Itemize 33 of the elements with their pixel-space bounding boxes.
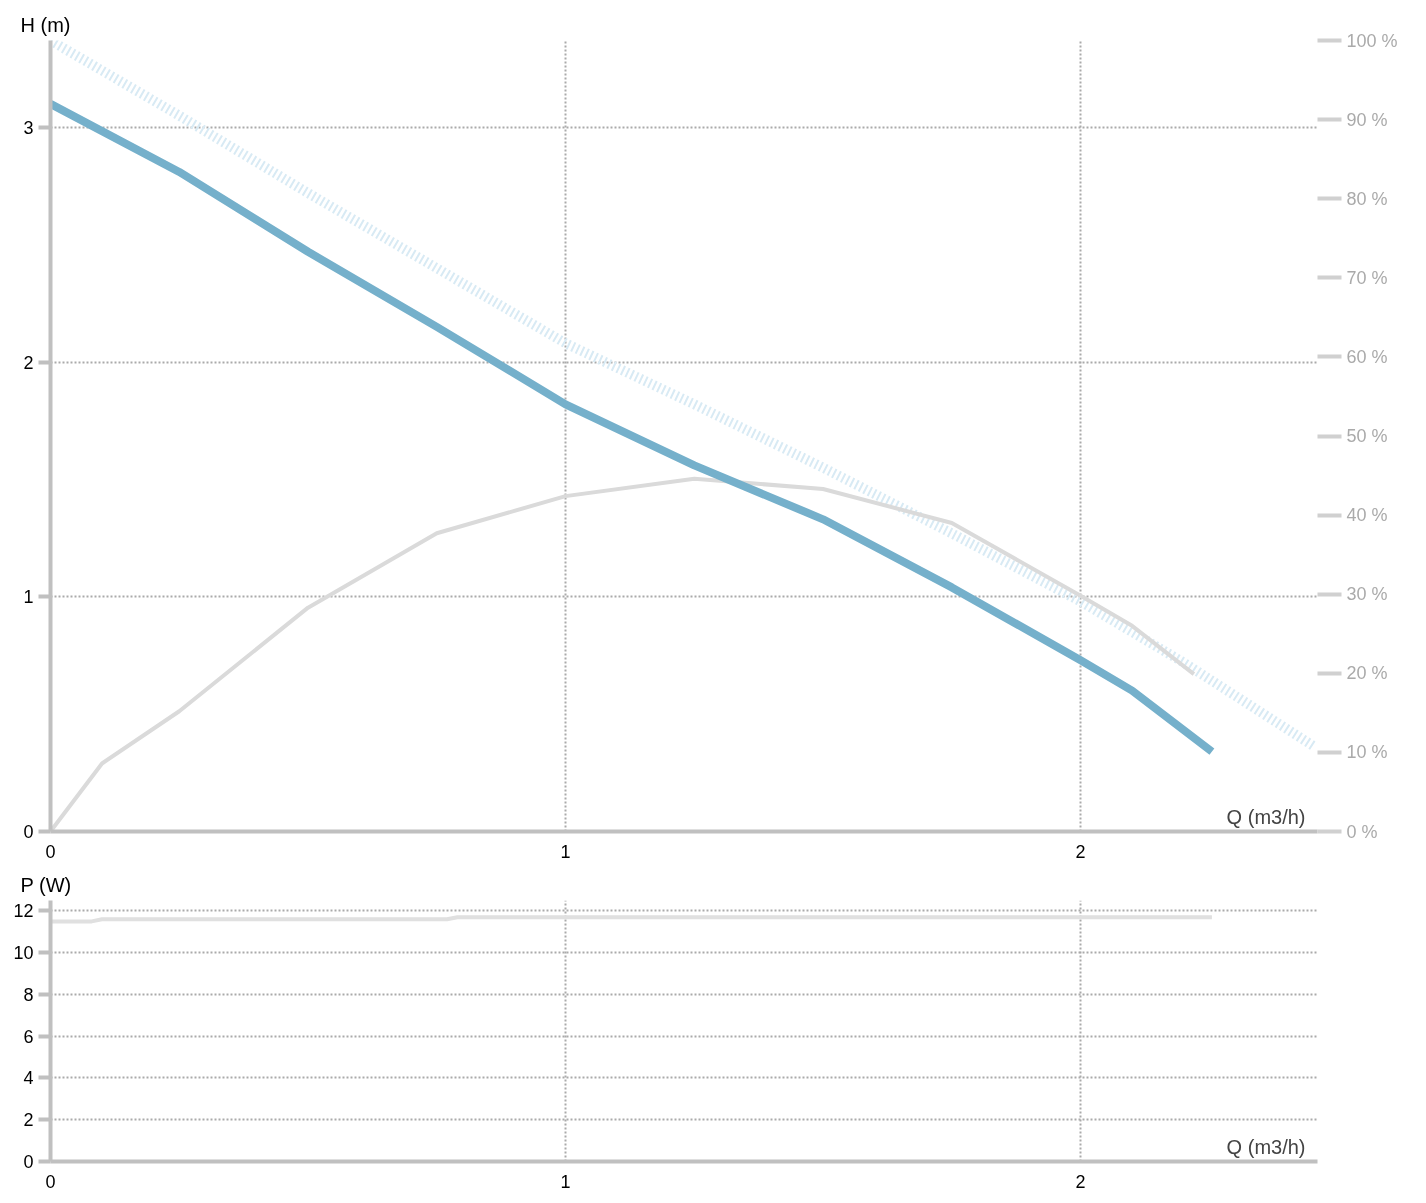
x-tick-label: 0 xyxy=(45,841,56,862)
y-tick-label: 4 xyxy=(23,1068,34,1089)
y2-tick-label: 80 % xyxy=(1346,188,1388,209)
line-series xyxy=(50,476,1196,832)
y-tick-label: 3 xyxy=(23,117,34,138)
y2-tick-label: 0 % xyxy=(1346,821,1378,842)
x-tick-label: 1 xyxy=(560,1171,571,1192)
y2-tick-label: 20 % xyxy=(1346,663,1388,684)
y2-tick-label: 100 % xyxy=(1346,30,1398,51)
y-tick-label: 1 xyxy=(23,587,34,608)
y2-tick-label: 40 % xyxy=(1346,505,1388,526)
y-tick-label: 2 xyxy=(23,352,34,373)
y-axis-title: P (W) xyxy=(20,873,72,896)
y2-tick-label: 30 % xyxy=(1346,584,1388,605)
y-tick-label: 10 xyxy=(13,943,34,964)
x-tick-label: 1 xyxy=(560,841,571,862)
y2-tick-label: 10 % xyxy=(1346,742,1388,763)
y-tick-label: 0 xyxy=(23,1152,34,1172)
x-tick-label: 2 xyxy=(1075,1171,1086,1192)
y-tick-label: 0 xyxy=(23,822,34,842)
y-tick-label: 8 xyxy=(23,984,34,1005)
y-tick-label: 12 xyxy=(13,901,34,922)
x-axis-title: Q (m3/h) xyxy=(1226,805,1306,828)
x-tick-label: 2 xyxy=(1075,841,1086,862)
y-axis-title: H (m) xyxy=(20,13,71,36)
y-tick-label: 2 xyxy=(23,1110,34,1131)
x-tick-label: 0 xyxy=(45,1171,56,1192)
y2-tick-label: 60 % xyxy=(1346,346,1388,367)
y2-tick-label: 90 % xyxy=(1346,109,1388,130)
y2-tick-label: 50 % xyxy=(1346,426,1388,446)
x-axis-title: Q (m3/h) xyxy=(1226,1135,1306,1158)
y2-tick-label: 70 % xyxy=(1346,267,1388,288)
y-tick-label: 6 xyxy=(23,1026,34,1047)
